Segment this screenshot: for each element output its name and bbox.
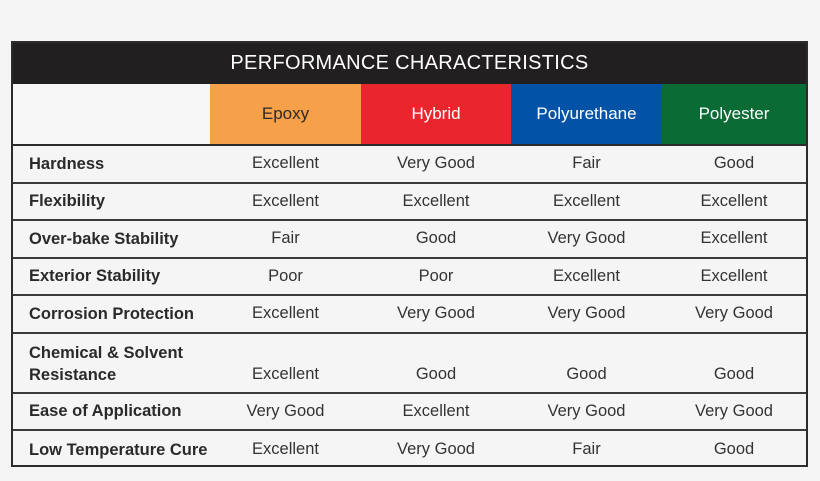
table-row: Flexibility Excellent Excellent Excellen… xyxy=(13,184,806,221)
table-cell: Excellent xyxy=(252,191,319,210)
table-cell: Very Good xyxy=(547,401,626,420)
table-cell: Excellent xyxy=(700,266,768,285)
table-cell: Fair xyxy=(572,440,601,459)
table-row: Low Temperature Cure Excellent Very Good… xyxy=(13,431,806,469)
column-header-polyurethane: Polyurethane xyxy=(511,84,662,144)
table-row: Exterior Stability Poor Poor Excellent E… xyxy=(13,259,806,296)
table-cell: Very Good xyxy=(547,229,626,248)
row-label: Chemical & Solvent Resistance xyxy=(29,343,184,384)
table-cell: Fair xyxy=(572,154,601,173)
table-cell: Good xyxy=(566,364,607,383)
table-cell: Good xyxy=(713,154,755,173)
table-cell: Excellent xyxy=(252,440,319,459)
table-row: Chemical & Solvent Resistance Excellent … xyxy=(13,334,806,394)
table-cell: Excellent xyxy=(553,191,620,210)
table-cell: Excellent xyxy=(553,266,620,285)
table-cell: Excellent xyxy=(402,401,470,420)
table-row: Hardness Excellent Very Good Fair Good xyxy=(13,146,806,184)
table-cell: Very Good xyxy=(397,440,475,459)
table-cell: Good xyxy=(713,364,755,383)
table-body: Hardness Excellent Very Good Fair Good F… xyxy=(13,146,806,469)
table-cell: Excellent xyxy=(700,191,768,210)
header-blank-cell xyxy=(13,84,210,144)
table-cell: Excellent xyxy=(252,304,319,323)
row-label: Low Temperature Cure xyxy=(29,440,208,459)
table-cell: Poor xyxy=(268,266,303,285)
table-cell: Excellent xyxy=(700,229,768,248)
table-cell: Good xyxy=(415,229,457,248)
table-cell: Poor xyxy=(418,266,454,285)
column-header-polyester: Polyester xyxy=(662,84,806,144)
column-header-hybrid: Hybrid xyxy=(361,84,511,144)
table-cell: Very Good xyxy=(695,304,773,323)
table-cell: Very Good xyxy=(397,304,475,323)
table-cell: Very Good xyxy=(547,304,626,323)
row-label: Corrosion Protection xyxy=(29,304,195,323)
performance-table: PERFORMANCE CHARACTERISTICS Epoxy Hybrid… xyxy=(11,41,808,467)
table-cell: Very Good xyxy=(695,401,773,420)
table-cell: Very Good xyxy=(246,401,325,420)
row-label: Exterior Stability xyxy=(29,267,161,286)
row-label: Flexibility xyxy=(29,192,106,211)
table-row: Ease of Application Very Good Excellent … xyxy=(13,394,806,431)
table-cell: Good xyxy=(415,364,457,383)
row-label: Over-bake Stability xyxy=(29,229,179,248)
table-row: Corrosion Protection Excellent Very Good… xyxy=(13,296,806,334)
table-cell: Very Good xyxy=(397,154,475,173)
table-cell: Excellent xyxy=(402,191,470,210)
table-title: PERFORMANCE CHARACTERISTICS xyxy=(13,43,806,84)
table-row: Over-bake Stability Fair Good Very Good … xyxy=(13,221,806,259)
column-header-epoxy: Epoxy xyxy=(210,84,361,144)
table-cell: Excellent xyxy=(252,364,319,383)
row-label: Hardness xyxy=(29,154,105,173)
table-cell: Fair xyxy=(271,229,300,248)
table-cell: Excellent xyxy=(252,154,319,173)
row-label: Ease of Application xyxy=(29,402,182,421)
table-cell: Good xyxy=(713,440,755,459)
header-row: Epoxy Hybrid Polyurethane Polyester xyxy=(13,84,806,146)
